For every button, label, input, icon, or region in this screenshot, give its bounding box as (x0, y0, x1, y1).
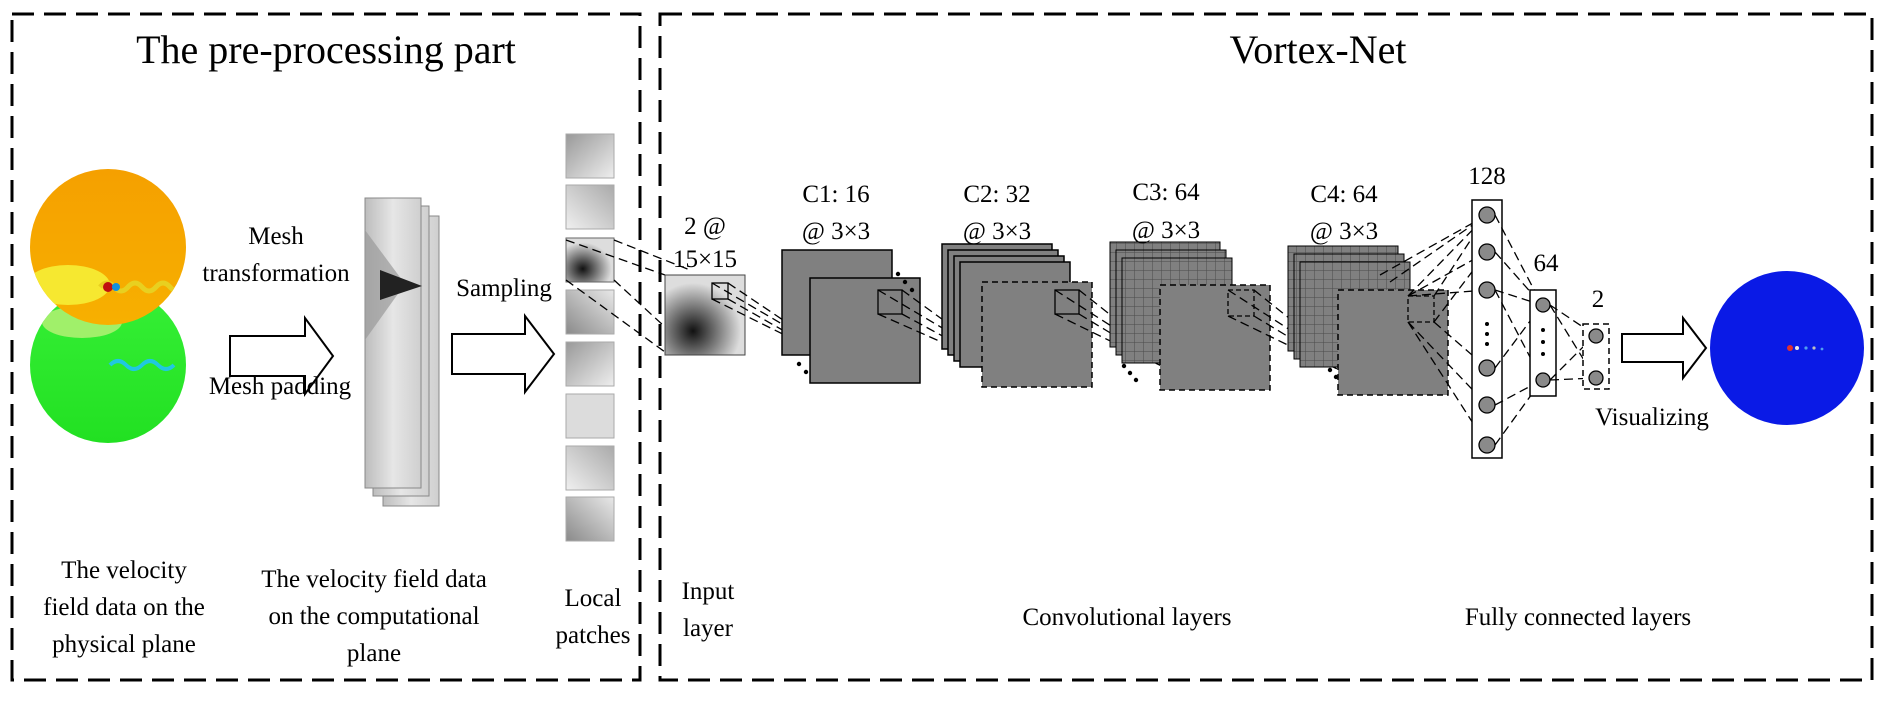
result-visualization (1710, 271, 1864, 425)
vortexnet-frame (658, 12, 1874, 682)
c4-line1: C4: 64 (1310, 181, 1378, 208)
caption-computational-3: plane (347, 640, 401, 667)
sampling-arrow (451, 313, 556, 395)
fc-layer-2 (1582, 323, 1610, 390)
c3-line2: @ 3×3 (1132, 217, 1200, 244)
conv-layer-c3 (1109, 241, 1271, 391)
fc64-label: 64 (1534, 250, 1560, 277)
caption-input-2: layer (683, 615, 734, 642)
computational-plane-image (364, 197, 440, 507)
input-size-line1: 2 @ (684, 213, 726, 240)
visualizing-arrow (1621, 315, 1708, 381)
caption-patches-2: patches (556, 622, 631, 649)
mesh-arrow (229, 314, 335, 398)
caption-physical-3: physical plane (52, 631, 196, 658)
fc-layer-128 (1471, 199, 1503, 459)
fc128-label: 128 (1468, 163, 1506, 190)
fc2-label: 2 (1592, 286, 1605, 313)
mesh-padding-label: Mesh padding (209, 373, 352, 400)
visualizing-label: Visualizing (1595, 404, 1709, 431)
caption-input-1: Input (682, 578, 735, 605)
preprocessing-title: The pre-processing part (136, 27, 516, 72)
input-size-line2: 15×15 (673, 246, 737, 273)
input-kernel (711, 282, 729, 300)
sampling-label: Sampling (456, 275, 552, 302)
conv-layer-c1 (781, 249, 921, 384)
caption-physical-1: The velocity (61, 557, 187, 584)
caption-conv: Convolutional layers (1023, 604, 1232, 631)
input-layer-image (664, 274, 746, 356)
c1-line1: C1: 16 (802, 181, 869, 208)
local-patches (565, 133, 615, 542)
mesh-label-1: Mesh (248, 223, 304, 250)
c3-line1: C3: 64 (1132, 179, 1200, 206)
caption-computational-2: on the computational (268, 603, 479, 630)
caption-fc: Fully connected layers (1465, 604, 1691, 631)
c4-line2: @ 3×3 (1310, 218, 1378, 245)
preprocessing-frame (10, 12, 642, 682)
caption-computational-1: The velocity field data (261, 566, 487, 593)
caption-physical-2: field data on the (43, 594, 205, 621)
c2-line2: @ 3×3 (963, 218, 1031, 245)
physical-plane-image (30, 169, 186, 443)
conv-layer-c2 (941, 243, 1093, 388)
caption-patches-1: Local (565, 585, 622, 612)
c2-line1: C2: 32 (963, 181, 1030, 208)
c1-line2: @ 3×3 (802, 218, 870, 245)
vortexnet-title: Vortex-Net (1230, 27, 1407, 72)
conv-layer-c4 (1287, 245, 1449, 396)
mesh-label-2: transformation (202, 260, 350, 287)
